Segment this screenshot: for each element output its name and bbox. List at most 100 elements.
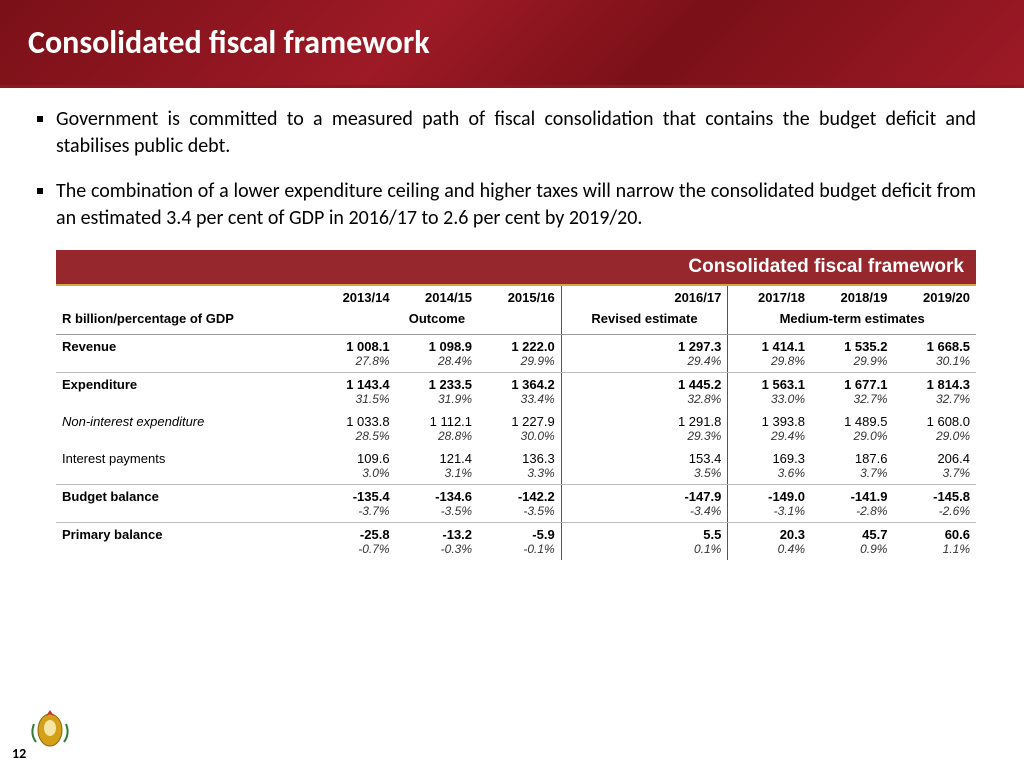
table-years-row: 2013/14 2014/15 2015/16 2016/17 2017/18 … <box>56 285 976 309</box>
cell-value: -147.9 <box>561 485 728 505</box>
slide-title: Consolidated fiscal framework <box>28 23 430 62</box>
cell-pct: 29.9% <box>811 354 893 373</box>
cell-value: -134.6 <box>396 485 478 505</box>
table-row-pct: 27.8%28.4%29.9%29.4%29.8%29.9%30.1% <box>56 354 976 373</box>
year-col: 2019/20 <box>893 285 976 309</box>
period-group: Revised estimate <box>561 309 728 335</box>
cell-pct: -3.7% <box>313 504 395 523</box>
cell-value: 1 291.8 <box>561 410 728 429</box>
cell-pct: 29.4% <box>561 354 728 373</box>
table-row: Interest payments109.6121.4136.3153.4169… <box>56 447 976 466</box>
cell-pct: 28.5% <box>313 429 395 447</box>
cell-value: 1 414.1 <box>728 335 811 355</box>
row-label: Revenue <box>56 335 313 355</box>
row-label: Budget balance <box>56 485 313 505</box>
table-row: Non-interest expenditure1 033.81 112.11 … <box>56 410 976 429</box>
cell-value: 187.6 <box>811 447 893 466</box>
year-col: 2018/19 <box>811 285 893 309</box>
cell-value: 1 668.5 <box>893 335 976 355</box>
year-col: 2013/14 <box>313 285 395 309</box>
table-period-row: R billion/percentage of GDP Outcome Revi… <box>56 309 976 335</box>
year-col: 2014/15 <box>396 285 478 309</box>
cell-value: 1 222.0 <box>478 335 561 355</box>
row-label: Expenditure <box>56 373 313 393</box>
cell-value: 1 608.0 <box>893 410 976 429</box>
cell-pct: 28.8% <box>396 429 478 447</box>
cell-pct: -2.6% <box>893 504 976 523</box>
cell-value: -25.8 <box>313 523 395 543</box>
cell-value: 1 143.4 <box>313 373 395 393</box>
cell-value: 1 112.1 <box>396 410 478 429</box>
fiscal-table-container: Consolidated fiscal framework 2013/14 20… <box>56 250 976 560</box>
cell-value: 1 364.2 <box>478 373 561 393</box>
cell-value: 153.4 <box>561 447 728 466</box>
cell-pct: -2.8% <box>811 504 893 523</box>
cell-pct: 31.5% <box>313 392 395 410</box>
cell-pct: -3.1% <box>728 504 811 523</box>
cell-pct: 33.0% <box>728 392 811 410</box>
cell-value: -5.9 <box>478 523 561 543</box>
cell-value: 1 227.9 <box>478 410 561 429</box>
cell-pct: 3.7% <box>893 466 976 485</box>
cell-value: 1 535.2 <box>811 335 893 355</box>
cell-value: 1 563.1 <box>728 373 811 393</box>
row-label: Non-interest expenditure <box>56 410 313 429</box>
cell-pct: 1.1% <box>893 542 976 560</box>
cell-value: -135.4 <box>313 485 395 505</box>
cell-value: -13.2 <box>396 523 478 543</box>
cell-pct: 3.7% <box>811 466 893 485</box>
cell-pct: 3.1% <box>396 466 478 485</box>
row-label: Primary balance <box>56 523 313 543</box>
cell-pct: 32.7% <box>811 392 893 410</box>
cell-pct: 29.3% <box>561 429 728 447</box>
slide-body: Government is committed to a measured pa… <box>0 88 1024 560</box>
cell-pct: 33.4% <box>478 392 561 410</box>
period-group: Outcome <box>313 309 561 335</box>
bullet-list: Government is committed to a measured pa… <box>56 106 976 232</box>
cell-value: 20.3 <box>728 523 811 543</box>
cell-pct: 32.7% <box>893 392 976 410</box>
table-title: Consolidated fiscal framework <box>56 250 976 285</box>
cell-pct: 31.9% <box>396 392 478 410</box>
table-row: Budget balance-135.4-134.6-142.2-147.9-1… <box>56 485 976 505</box>
cell-pct: -0.1% <box>478 542 561 560</box>
table-row: Revenue1 008.11 098.91 222.01 297.31 414… <box>56 335 976 355</box>
cell-pct: 29.0% <box>893 429 976 447</box>
cell-pct: -3.5% <box>478 504 561 523</box>
cell-value: 1 814.3 <box>893 373 976 393</box>
table-row-pct: 3.0%3.1%3.3%3.5%3.6%3.7%3.7% <box>56 466 976 485</box>
fiscal-table: Consolidated fiscal framework 2013/14 20… <box>56 250 976 560</box>
year-col: 2017/18 <box>728 285 811 309</box>
cell-pct: 28.4% <box>396 354 478 373</box>
cell-pct: 3.0% <box>313 466 395 485</box>
cell-value: 1 297.3 <box>561 335 728 355</box>
cell-pct: -3.4% <box>561 504 728 523</box>
bullet-item: The combination of a lower expenditure c… <box>56 178 976 232</box>
cell-value: 1 033.8 <box>313 410 395 429</box>
cell-value: 60.6 <box>893 523 976 543</box>
bullet-item: Government is committed to a measured pa… <box>56 106 976 160</box>
table-row: Primary balance-25.8-13.2-5.95.520.345.7… <box>56 523 976 543</box>
cell-value: 5.5 <box>561 523 728 543</box>
unit-label: R billion/percentage of GDP <box>56 309 313 335</box>
year-col: 2015/16 <box>478 285 561 309</box>
cell-value: 1 233.5 <box>396 373 478 393</box>
page-number: 12 <box>12 745 26 762</box>
cell-value: 1 098.9 <box>396 335 478 355</box>
coat-of-arms-icon <box>28 706 72 750</box>
row-label: Interest payments <box>56 447 313 466</box>
cell-pct: 0.4% <box>728 542 811 560</box>
cell-value: -149.0 <box>728 485 811 505</box>
cell-pct: 27.8% <box>313 354 395 373</box>
cell-pct: 29.8% <box>728 354 811 373</box>
cell-value: 136.3 <box>478 447 561 466</box>
table-row-pct: 31.5%31.9%33.4%32.8%33.0%32.7%32.7% <box>56 392 976 410</box>
cell-pct: 0.9% <box>811 542 893 560</box>
year-col: 2016/17 <box>561 285 728 309</box>
cell-pct: 30.1% <box>893 354 976 373</box>
cell-pct: 29.4% <box>728 429 811 447</box>
cell-pct: 30.0% <box>478 429 561 447</box>
slide-header: Consolidated fiscal framework <box>0 0 1024 88</box>
cell-pct: -3.5% <box>396 504 478 523</box>
table-title-row: Consolidated fiscal framework <box>56 250 976 285</box>
